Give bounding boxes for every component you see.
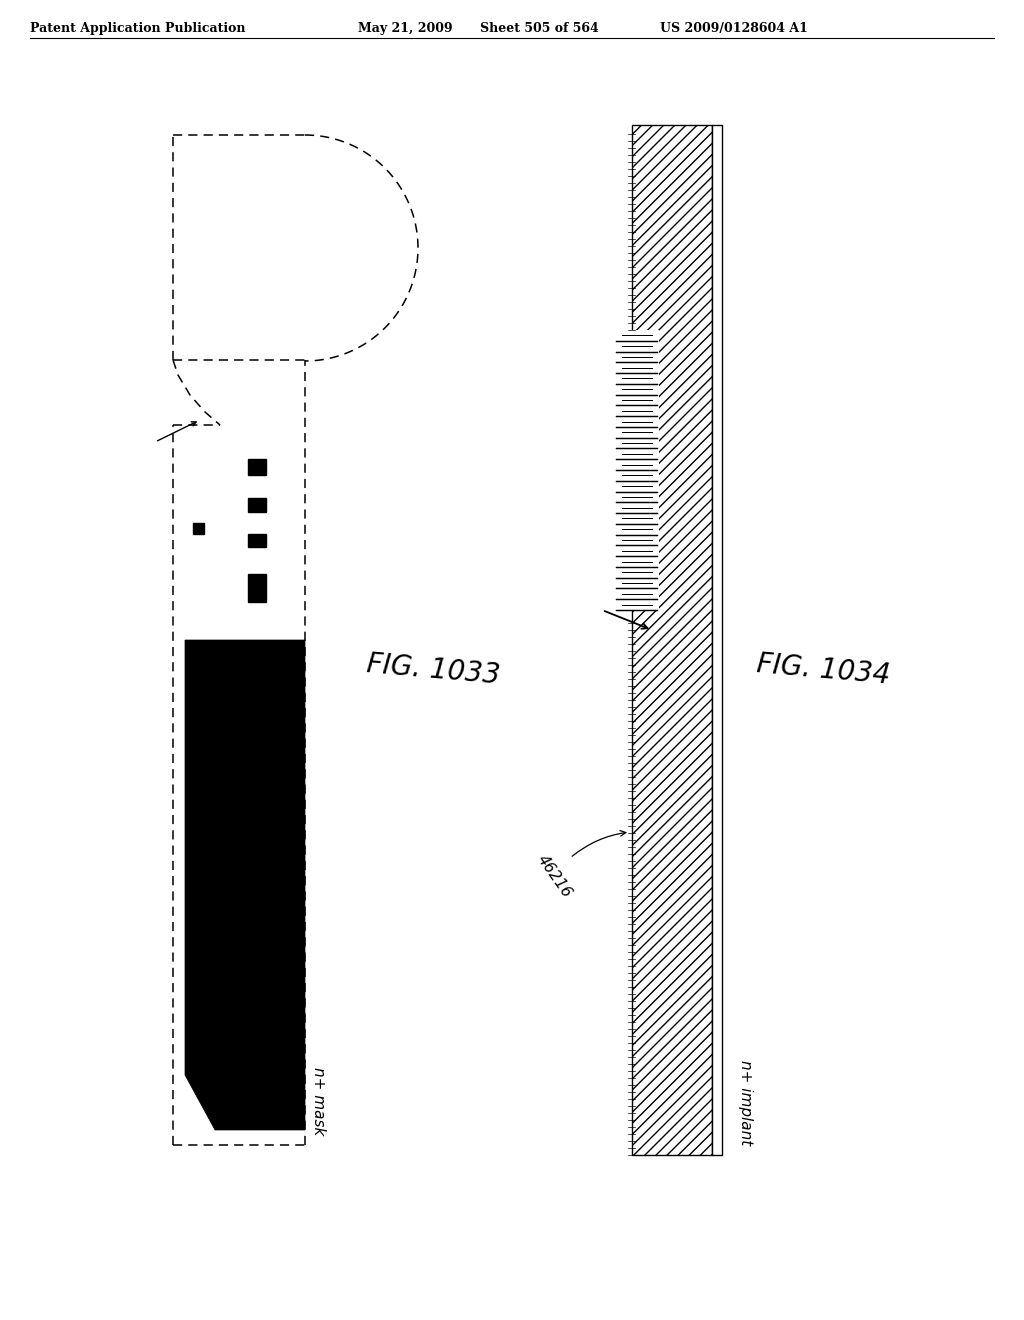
Bar [632, 125, 712, 1155]
Bar [248, 459, 266, 475]
Bar [712, 125, 722, 1155]
Text: n+ implant: n+ implant [737, 1060, 753, 1144]
Text: FIG. 1034: FIG. 1034 [755, 651, 891, 690]
Bar [614, 330, 659, 610]
Bar [248, 498, 266, 512]
Bar [248, 574, 266, 602]
Text: May 21, 2009: May 21, 2009 [358, 22, 453, 36]
Polygon shape [185, 640, 305, 1130]
Bar [193, 523, 204, 535]
Bar [248, 535, 266, 546]
Text: Sheet 505 of 564: Sheet 505 of 564 [480, 22, 599, 36]
Text: n+ mask: n+ mask [310, 1067, 326, 1135]
Text: 46216: 46216 [535, 851, 575, 900]
Text: Patent Application Publication: Patent Application Publication [30, 22, 246, 36]
Text: FIG. 1033: FIG. 1033 [365, 651, 501, 690]
Text: US 2009/0128604 A1: US 2009/0128604 A1 [660, 22, 808, 36]
